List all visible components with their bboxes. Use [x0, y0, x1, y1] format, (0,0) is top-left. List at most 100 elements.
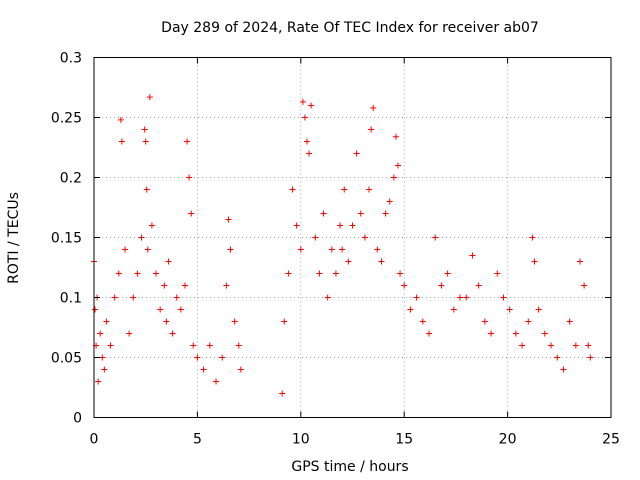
- data-point: [481, 318, 488, 325]
- data-point: [370, 104, 377, 111]
- data-point: [148, 222, 155, 229]
- data-point: [118, 138, 125, 145]
- data-point: [463, 294, 470, 301]
- x-tick-label: 0: [90, 432, 99, 448]
- data-point: [500, 294, 507, 301]
- data-point: [382, 210, 389, 217]
- data-point: [572, 342, 579, 349]
- data-point: [444, 270, 451, 277]
- data-point: [531, 258, 538, 265]
- data-point: [529, 234, 536, 241]
- data-point: [566, 318, 573, 325]
- data-point: [324, 294, 331, 301]
- data-point: [548, 342, 555, 349]
- data-point: [366, 186, 373, 193]
- data-point: [357, 210, 364, 217]
- data-point: [235, 342, 242, 349]
- data-point: [306, 150, 313, 157]
- data-point: [213, 378, 220, 385]
- data-point: [181, 282, 188, 289]
- data-point: [289, 186, 296, 193]
- data-point: [378, 258, 385, 265]
- data-point: [312, 234, 319, 241]
- data-point: [161, 282, 168, 289]
- data-point: [188, 210, 195, 217]
- y-tick-label: 0.3: [60, 51, 82, 67]
- data-point: [488, 330, 495, 337]
- data-point: [337, 222, 344, 229]
- data-point: [432, 234, 439, 241]
- data-point: [397, 270, 404, 277]
- data-point: [141, 126, 148, 133]
- data-point: [407, 306, 414, 313]
- data-point: [519, 342, 526, 349]
- data-point: [186, 174, 193, 181]
- data-point: [554, 354, 561, 361]
- data-point: [134, 270, 141, 277]
- y-tick-label: 0.2: [60, 171, 82, 187]
- data-point: [304, 138, 311, 145]
- data-point: [225, 216, 232, 223]
- data-point: [506, 306, 513, 313]
- data-point: [138, 234, 145, 241]
- y-tick-label: 0.15: [51, 231, 82, 247]
- data-point: [190, 342, 197, 349]
- data-point: [560, 366, 567, 373]
- data-points: [91, 94, 594, 397]
- data-point: [308, 102, 315, 109]
- x-tick-labels: 0 5 10 15 20 25: [90, 432, 620, 448]
- data-point: [223, 282, 230, 289]
- y-tick-label: 0.1: [60, 291, 82, 307]
- x-tick-label: 15: [395, 432, 413, 448]
- data-point: [117, 116, 124, 123]
- data-point: [339, 246, 346, 253]
- data-point: [426, 330, 433, 337]
- data-point: [143, 186, 150, 193]
- data-point: [581, 282, 588, 289]
- data-point: [219, 354, 226, 361]
- data-point: [95, 378, 102, 385]
- data-point: [142, 138, 149, 145]
- data-point: [227, 246, 234, 253]
- data-point: [279, 390, 286, 397]
- data-point: [169, 330, 176, 337]
- data-point: [341, 186, 348, 193]
- data-point: [401, 282, 408, 289]
- data-point: [293, 222, 300, 229]
- data-point: [587, 354, 594, 361]
- data-point: [194, 354, 201, 361]
- x-axis-label: GPS time / hours: [291, 459, 408, 475]
- data-point: [535, 306, 542, 313]
- data-point: [585, 342, 592, 349]
- data-point: [299, 98, 306, 105]
- data-point: [353, 150, 360, 157]
- axis-ticks: [93, 57, 612, 418]
- data-point: [345, 258, 352, 265]
- data-point: [153, 270, 160, 277]
- data-point: [541, 330, 548, 337]
- data-point: [206, 342, 213, 349]
- x-tick-label: 25: [602, 432, 620, 448]
- data-point: [103, 318, 110, 325]
- data-point: [368, 126, 375, 133]
- data-point: [92, 306, 99, 313]
- data-point: [512, 330, 519, 337]
- data-point: [281, 318, 288, 325]
- data-point: [450, 306, 457, 313]
- data-point: [316, 270, 323, 277]
- data-point: [111, 294, 118, 301]
- data-point: [173, 294, 180, 301]
- x-tick-label: 5: [193, 432, 202, 448]
- data-point: [438, 282, 445, 289]
- data-point: [237, 366, 244, 373]
- data-point: [390, 174, 397, 181]
- y-axis-label: ROTI / TECUs: [6, 192, 22, 284]
- data-point: [99, 354, 106, 361]
- chart-title: Day 289 of 2024, Rate Of TEC Index for r…: [161, 20, 539, 36]
- data-point: [349, 222, 356, 229]
- data-point: [107, 342, 114, 349]
- data-point: [122, 246, 129, 253]
- data-point: [184, 138, 191, 145]
- data-point: [297, 246, 304, 253]
